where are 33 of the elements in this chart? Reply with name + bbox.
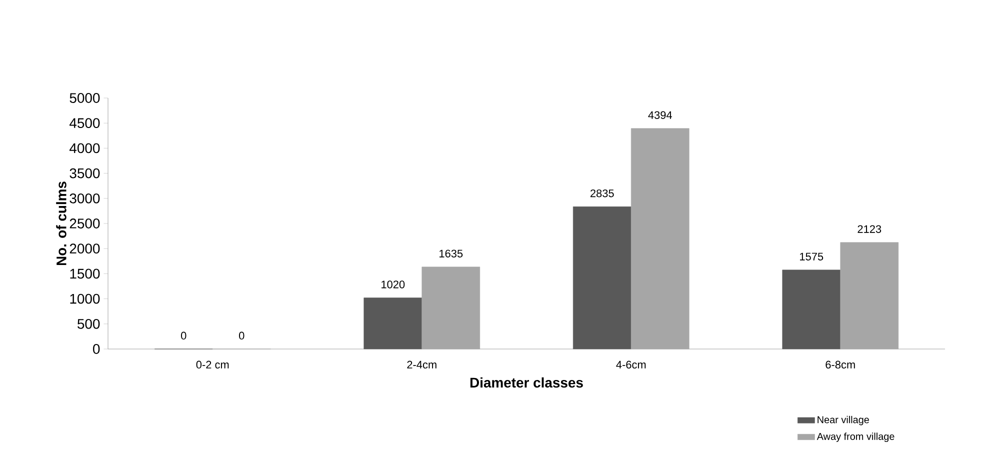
legend-label: Near village xyxy=(818,416,869,426)
x-tick-label: 2-4cm xyxy=(407,360,436,369)
data-label: 1635 xyxy=(440,250,463,258)
y-tick-label: 0 xyxy=(93,344,100,354)
bar xyxy=(630,128,690,350)
legend-label: Away from village xyxy=(816,432,894,442)
y-tick-label: 4500 xyxy=(70,118,100,128)
x-axis-title: Diameter classes xyxy=(470,377,583,388)
y-tick-label: 4000 xyxy=(70,143,100,154)
bar xyxy=(782,270,841,350)
y-tick-label: 1000 xyxy=(70,294,100,304)
y-tick-label: 3000 xyxy=(70,193,100,204)
data-label: 1575 xyxy=(800,252,824,260)
bar xyxy=(572,206,632,350)
data-label: 4394 xyxy=(648,111,672,119)
y-axis-title: No. of culms xyxy=(56,182,66,266)
data-label: 1020 xyxy=(382,280,405,288)
bar xyxy=(840,242,899,350)
y-tick-label: 1500 xyxy=(70,268,100,279)
data-label: 0 xyxy=(239,332,244,340)
bar xyxy=(364,298,422,350)
data-label: 2835 xyxy=(590,189,614,198)
y-tick-label: 2000 xyxy=(70,244,100,254)
y-tick-label: 3500 xyxy=(70,168,100,178)
x-tick-label: 0-2 cm xyxy=(196,360,229,369)
x-tick-label: 6-8cm xyxy=(826,360,855,369)
y-tick-label: 2500 xyxy=(70,218,100,228)
y-tick-label: 5000 xyxy=(70,93,100,103)
y-tick-label: 500 xyxy=(78,318,100,329)
bar xyxy=(422,266,480,350)
data-label: 0 xyxy=(181,332,186,340)
data-label: 2123 xyxy=(858,225,882,233)
x-tick-label: 4-6cm xyxy=(616,360,646,369)
